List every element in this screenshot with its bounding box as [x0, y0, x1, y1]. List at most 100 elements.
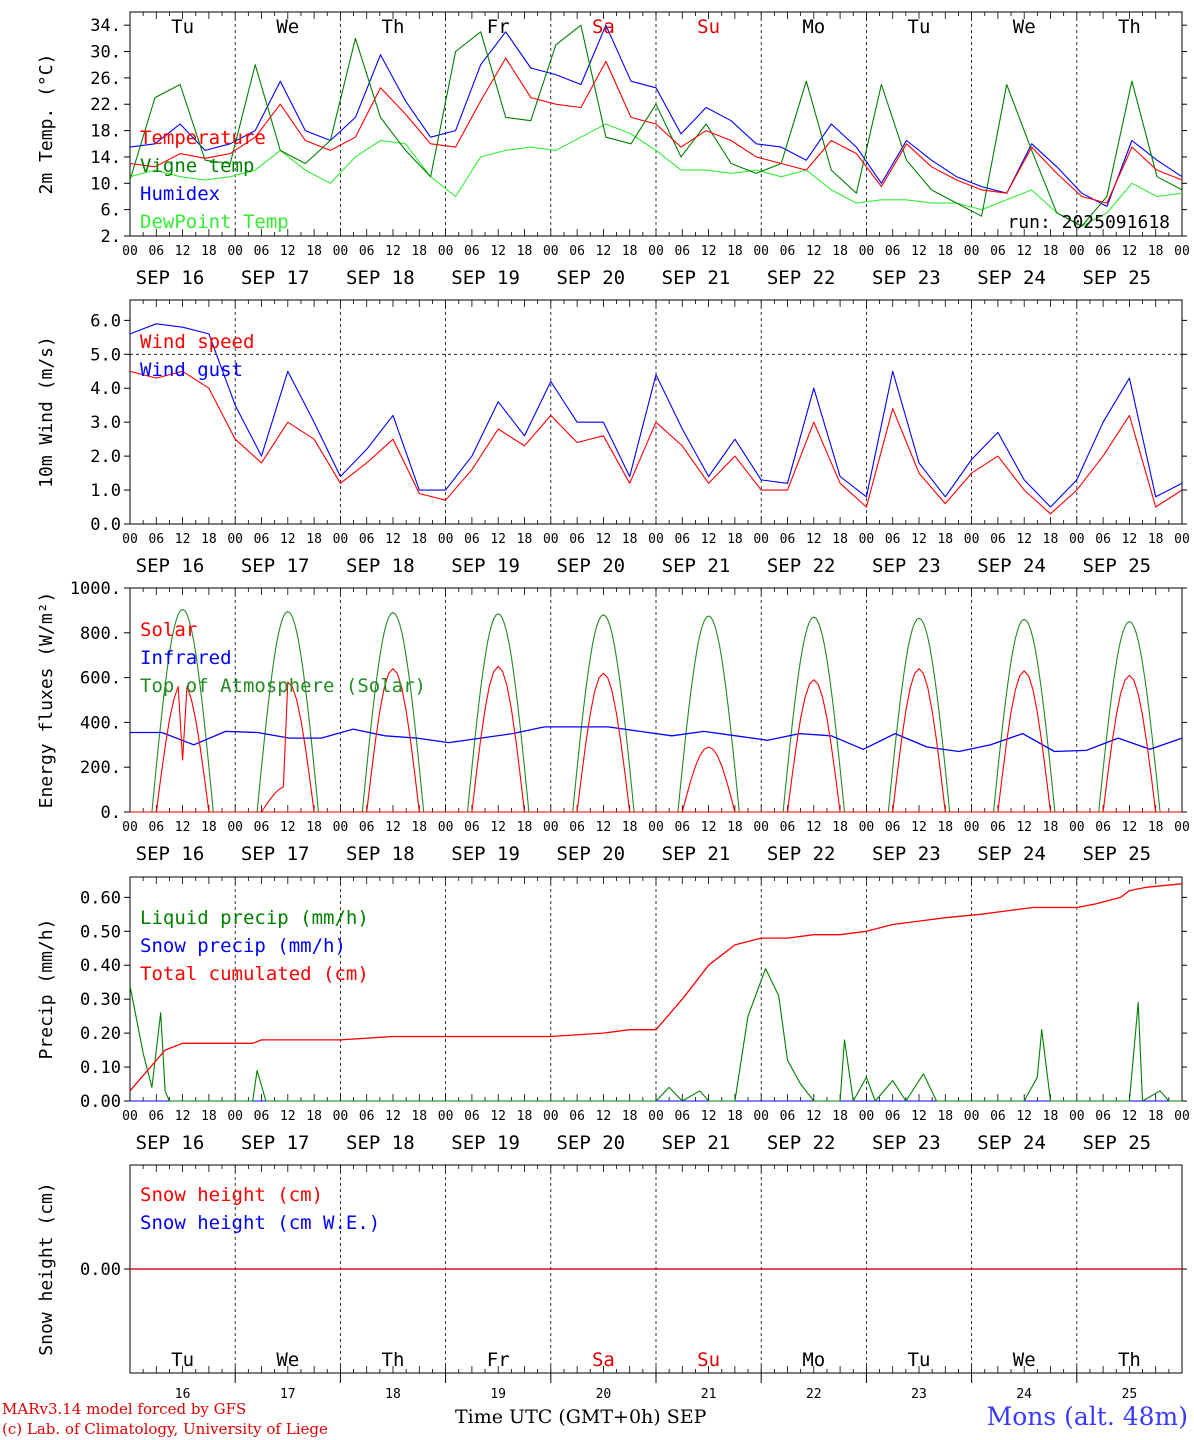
- x-hour-label: 06: [254, 820, 270, 835]
- x-hour-label: 06: [569, 244, 585, 259]
- x-hour-label: 12: [1016, 1109, 1032, 1124]
- x-hour-label: 12: [911, 244, 927, 259]
- time-axis-label-text: Time UTC (GMT+0h): [455, 1406, 661, 1428]
- x-hour-label: 12: [1122, 1109, 1138, 1124]
- y-tick-label: 800.: [80, 624, 121, 644]
- x-date-label: SEP 21: [662, 843, 731, 865]
- x-hour-label: 12: [1122, 244, 1138, 259]
- x-hour-label: 06: [780, 244, 796, 259]
- x-hour-label: 18: [622, 820, 638, 835]
- x-date-label: SEP 17: [241, 1132, 310, 1154]
- x-date-label: SEP 20: [556, 555, 625, 577]
- weekday-label: Tu: [908, 16, 931, 38]
- y-tick-label: 0.10: [80, 1058, 121, 1078]
- legend-entry: Snow height (cm): [140, 1184, 323, 1206]
- x-hour-label: 06: [148, 244, 164, 259]
- panel-4: 0.60 0.50 0.40 0.30 0.20 0.10 0.00 Precip (mm/h…: [36, 876, 1190, 1154]
- x-hour-label: 00: [964, 820, 980, 835]
- x-hour-label: 12: [1016, 244, 1032, 259]
- x-hour-label: 06: [464, 820, 480, 835]
- x-hour-label: 00: [1174, 532, 1190, 547]
- x-hour-label: 12: [175, 244, 191, 259]
- series-line: [1098, 621, 1161, 813]
- day-number-label: 20: [596, 1387, 612, 1402]
- x-hour-label: 12: [175, 1109, 191, 1124]
- station-label: Mons (alt. 48m): [986, 1402, 1188, 1431]
- x-hour-label: 18: [201, 532, 217, 547]
- x-hour-label: 00: [333, 820, 349, 835]
- series-line: [466, 613, 530, 813]
- x-hour-label: 18: [411, 532, 427, 547]
- series-line: [361, 612, 425, 813]
- y-tick-label: 14.: [90, 148, 121, 168]
- x-date-label: SEP 23: [872, 843, 941, 865]
- x-hour-label: 18: [832, 532, 848, 547]
- x-hour-label: 18: [201, 820, 217, 835]
- x-hour-label: 12: [806, 820, 822, 835]
- weekday-label: Tu: [908, 1349, 931, 1371]
- x-hour-label: 00: [333, 1109, 349, 1124]
- x-hour-label: 00: [438, 532, 454, 547]
- weekday-label: Su: [697, 16, 720, 38]
- x-hour-label: 12: [806, 532, 822, 547]
- day-number-label: 18: [385, 1387, 401, 1402]
- x-hour-label: 12: [1016, 532, 1032, 547]
- x-hour-label: 00: [648, 1109, 664, 1124]
- x-hour-label: 18: [1043, 820, 1059, 835]
- y-tick-label: 34.: [90, 16, 121, 36]
- x-hour-label: 06: [569, 820, 585, 835]
- day-number-label: 25: [1122, 1387, 1138, 1402]
- legend-entry: Top of Atmosphere (Solar): [140, 675, 426, 697]
- x-hour-label: 18: [727, 1109, 743, 1124]
- x-date-label: SEP 20: [556, 267, 625, 289]
- x-date-label: SEP 19: [451, 843, 520, 865]
- y-tick-label: 0.40: [80, 956, 121, 976]
- x-hour-label: 00: [543, 820, 559, 835]
- weekday-label: We: [1013, 1349, 1036, 1371]
- x-hour-label: 06: [254, 1109, 270, 1124]
- x-hour-label: 12: [596, 1109, 612, 1124]
- weekday-label: Su: [697, 1349, 720, 1371]
- x-hour-label: 06: [1095, 244, 1111, 259]
- x-hour-label: 18: [306, 244, 322, 259]
- x-hour-label: 12: [701, 1109, 717, 1124]
- panel-1: 34. 30. 26. 22. 18. 14. 10. 6. 2. 2m Temp. (°C) 00…: [36, 11, 1190, 289]
- weekday-label: Th: [1118, 16, 1141, 38]
- legend-entry: Snow height (cm W.E.): [140, 1212, 380, 1234]
- x-hour-label: 00: [1174, 1109, 1190, 1124]
- series-line: [892, 668, 946, 813]
- y-axis-label: 2m Temp. (°C): [36, 54, 57, 195]
- x-hour-label: 00: [1174, 244, 1190, 259]
- weekday-label: Sa: [592, 1349, 615, 1371]
- x-hour-label: 12: [806, 244, 822, 259]
- day-number-label: 21: [701, 1387, 717, 1402]
- x-hour-label: 06: [885, 1109, 901, 1124]
- series-line: [997, 670, 1052, 813]
- x-hour-label: 18: [622, 532, 638, 547]
- y-tick-label: 0.60: [80, 888, 121, 908]
- x-hour-label: 18: [622, 1109, 638, 1124]
- x-date-label: SEP 22: [767, 1132, 836, 1154]
- model-credit-line1: MARv3.14 model forced by GFS: [2, 1400, 247, 1418]
- x-hour-label: 06: [990, 532, 1006, 547]
- legend-entry: Total cumulated (cm): [140, 963, 369, 985]
- x-date-label: SEP 17: [241, 267, 310, 289]
- x-hour-label: 12: [490, 244, 506, 259]
- x-date-label: SEP 19: [451, 267, 520, 289]
- x-hour-label: 00: [1069, 1109, 1085, 1124]
- x-hour-label: 06: [990, 244, 1006, 259]
- x-hour-label: 00: [964, 532, 980, 547]
- x-hour-label: 06: [148, 532, 164, 547]
- x-hour-label: 18: [937, 532, 953, 547]
- x-hour-label: 00: [859, 1109, 875, 1124]
- x-hour-label: 06: [254, 244, 270, 259]
- run-annotation: run: 2025091618: [1007, 212, 1170, 233]
- x-hour-label: 00: [859, 532, 875, 547]
- x-hour-label: 00: [753, 244, 769, 259]
- x-hour-label: 12: [701, 244, 717, 259]
- panel-frame: [129, 587, 1183, 813]
- x-hour-label: 06: [885, 244, 901, 259]
- x-hour-label: 00: [543, 244, 559, 259]
- series-line: [129, 968, 1182, 1102]
- x-hour-label: 00: [1069, 820, 1085, 835]
